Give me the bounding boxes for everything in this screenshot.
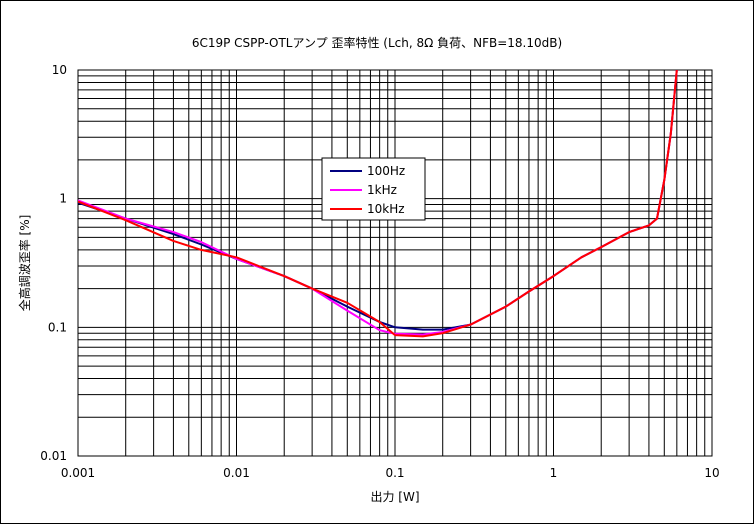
x-tick-label: 0.1	[385, 466, 404, 480]
legend-label-100hz: 100Hz	[367, 164, 405, 178]
series-line-10khz	[78, 70, 678, 338]
y-tick-label: 0.1	[48, 320, 67, 334]
y-tick-label: 10	[52, 63, 67, 77]
chart-title: 6C19P CSPP-OTLアンプ 歪率特性 (Lch, 8Ω 負荷、NFB=1…	[192, 35, 562, 50]
y-tick-label: 1	[59, 192, 67, 206]
legend: 100Hz 1kHz 10kHz	[321, 157, 426, 221]
x-tick-label: 0.01	[223, 466, 250, 480]
x-tick-label: 1	[550, 466, 558, 480]
plot-area-border	[77, 69, 713, 457]
legend-label-10khz: 10kHz	[367, 202, 405, 216]
x-axis-label: 出力 [W]	[370, 490, 419, 504]
series-lines	[78, 70, 678, 338]
x-tick-label: 10	[704, 466, 719, 480]
x-tick-label: 0.001	[61, 466, 95, 480]
y-axis-ticks: 0.01 0.1 1 10	[40, 63, 67, 463]
y-tick-label: 0.01	[40, 449, 67, 463]
y-axis-label: 全高調波歪率 [%]	[17, 215, 32, 312]
x-axis-ticks: 0.001 0.01 0.1 1 10	[61, 466, 720, 480]
legend-label-1khz: 1kHz	[367, 183, 397, 197]
grid	[77, 69, 713, 457]
